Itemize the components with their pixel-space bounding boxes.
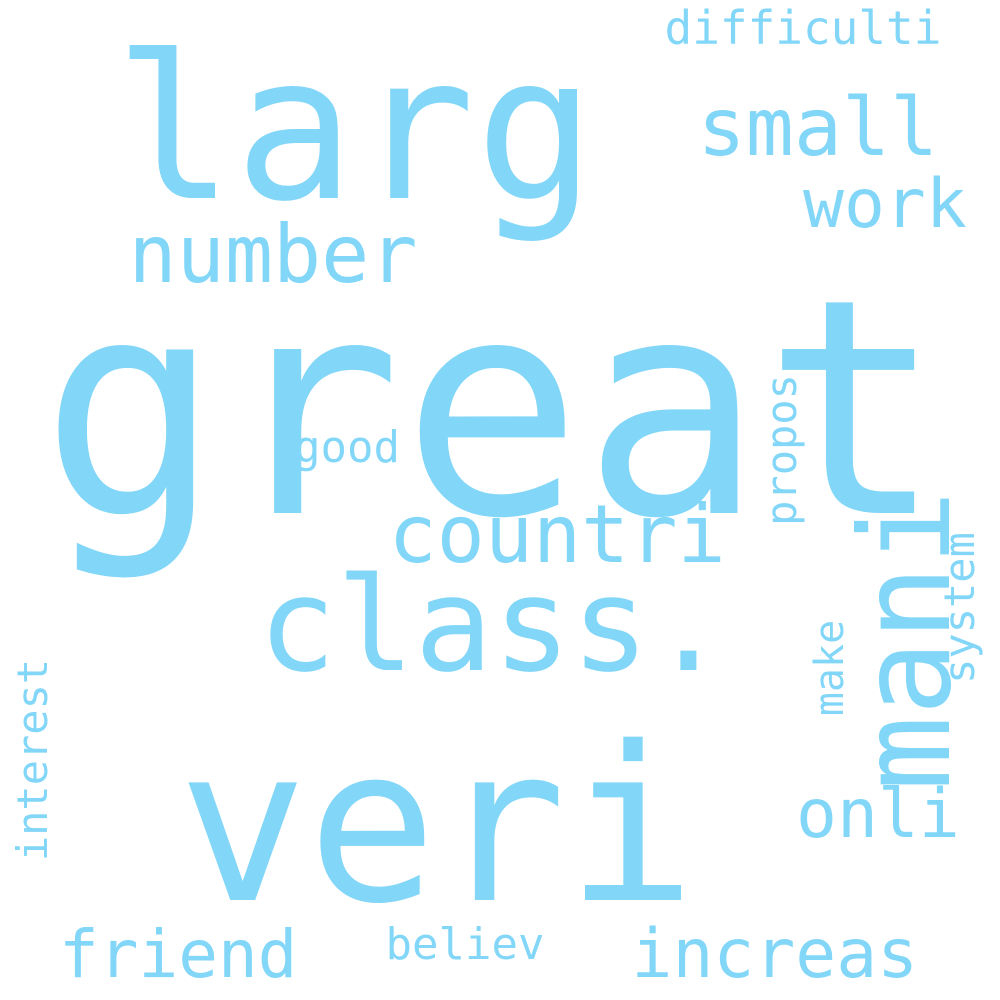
word-number: number <box>128 208 418 301</box>
word-difficulti: difficulti <box>664 1 942 55</box>
word-interest: interest <box>8 658 58 862</box>
word-friend: friend <box>59 916 298 993</box>
word-make: make <box>807 619 854 717</box>
word-great: great <box>40 235 944 584</box>
word-class: class. <box>258 549 728 701</box>
word-propos: propos <box>756 374 806 526</box>
word-believ: believ <box>385 919 545 970</box>
word-good: good <box>294 422 400 473</box>
word-onli: onli <box>796 775 960 854</box>
word-countri: countri <box>388 488 726 581</box>
word-larg: larg <box>114 13 596 246</box>
word-work: work <box>803 165 967 244</box>
word-small: small <box>697 81 939 174</box>
word-system: system <box>934 532 984 684</box>
word-veri: veri <box>178 699 696 951</box>
word-increas: increas <box>631 915 919 994</box>
